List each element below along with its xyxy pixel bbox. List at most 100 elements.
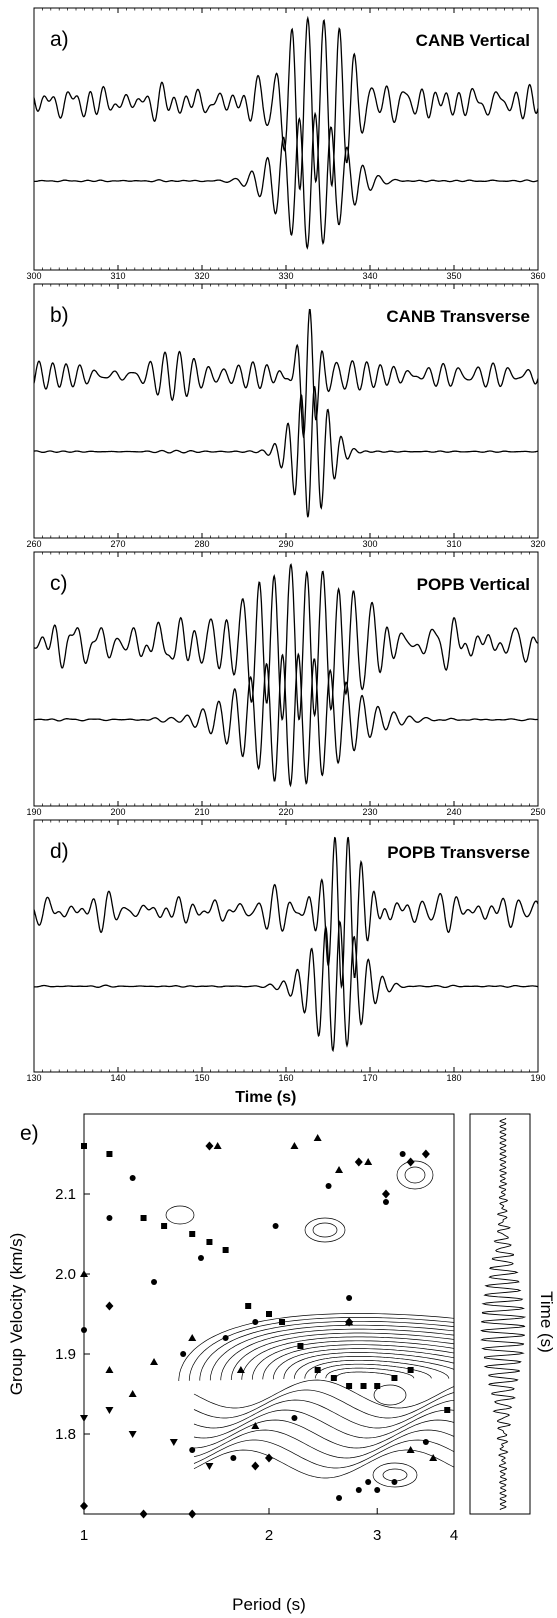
contour [293, 1356, 454, 1379]
contour [165, 1205, 195, 1225]
diamond-marker [251, 1461, 260, 1471]
noisy-trace [33, 15, 539, 191]
contour [335, 1371, 397, 1379]
tick-label: 350 [446, 271, 461, 281]
inverted-triangle-marker [128, 1431, 137, 1438]
tick-label: 320 [530, 539, 545, 549]
square-marker [407, 1367, 414, 1373]
contour [396, 1160, 434, 1190]
diamond-marker [345, 1317, 354, 1327]
tick-label: 190 [26, 807, 41, 817]
diamond-marker [188, 1509, 197, 1519]
contour [193, 1409, 455, 1439]
contour [304, 1359, 450, 1379]
contour [372, 1462, 418, 1488]
circle-marker [422, 1439, 429, 1445]
circle-marker [197, 1255, 204, 1261]
waveform-panel-4: d) POPB Transverse 130 140 150 160 170 180 190 Ti… [26, 819, 546, 1106]
triangle-marker [251, 1422, 260, 1429]
square-marker [360, 1383, 367, 1389]
circle-marker [222, 1335, 229, 1341]
panel-label: a) [50, 28, 69, 51]
contour [209, 1324, 454, 1381]
tick-label: 300 [362, 539, 377, 549]
tick-label: 280 [194, 539, 209, 549]
square-marker [346, 1383, 353, 1389]
y-axis-label: Group Velocity (km/s) [7, 1233, 26, 1396]
square-marker [106, 1151, 113, 1157]
tick-label: 130 [26, 1073, 41, 1083]
circle-marker [336, 1495, 343, 1501]
tick-label: 360 [530, 271, 545, 281]
diamond-marker [421, 1149, 430, 1159]
circle-marker [230, 1455, 237, 1461]
circle-marker [180, 1351, 187, 1357]
panel-label: b) [50, 304, 69, 327]
tick-label: 290 [278, 539, 293, 549]
tick-label: 310 [446, 539, 461, 549]
tick-label: 140 [110, 1073, 125, 1083]
square-marker [279, 1319, 286, 1325]
y-tick-label: 2.0 [55, 1266, 76, 1283]
triangle-marker [105, 1366, 114, 1373]
circle-marker [189, 1447, 196, 1453]
panel-label: d) [50, 840, 69, 863]
contour [193, 1379, 455, 1409]
tick-label: 260 [26, 539, 41, 549]
contour [199, 1320, 454, 1381]
y-tick-label: 1.9 [55, 1346, 76, 1363]
triangle-marker [406, 1446, 415, 1453]
contour [193, 1419, 455, 1449]
circle-marker [291, 1415, 298, 1421]
square-marker [222, 1247, 229, 1253]
triangle-marker [313, 1134, 322, 1141]
x-axis-label: Period (s) [232, 1595, 306, 1614]
contour [230, 1332, 454, 1380]
square-marker [245, 1303, 252, 1309]
diamond-marker [381, 1189, 390, 1199]
triangle-marker [290, 1142, 299, 1149]
square-marker [297, 1343, 304, 1349]
contour [312, 1222, 338, 1238]
panel-title: CANB Vertical [416, 31, 530, 50]
circle-marker [272, 1223, 279, 1229]
panel-title: POPB Transverse [387, 843, 530, 862]
triangle-marker [150, 1358, 159, 1365]
contour [193, 1429, 455, 1459]
circle-marker [391, 1479, 398, 1485]
circle-marker [382, 1199, 389, 1205]
panel-label: e) [20, 1122, 39, 1145]
inverted-triangle-marker [80, 1415, 88, 1422]
waveform-panel-3: c) POPB Vertical 190 200 210 220 230 240 250 [26, 551, 546, 817]
square-marker [374, 1383, 381, 1389]
tick-label: 320 [194, 271, 209, 281]
contour [193, 1399, 455, 1429]
contour [262, 1344, 454, 1380]
tick-label: 300 [26, 271, 41, 281]
tick-label: 330 [278, 271, 293, 281]
diamond-marker [139, 1509, 148, 1519]
triangle-marker [128, 1390, 137, 1397]
circle-marker [399, 1151, 406, 1157]
tick-label: 250 [530, 807, 545, 817]
side-trace-frame [469, 1113, 531, 1515]
circle-marker [106, 1215, 113, 1221]
tick-label: 170 [362, 1073, 377, 1083]
contour-lines [165, 1160, 455, 1488]
diamond-marker [105, 1301, 114, 1311]
circle-marker [374, 1487, 381, 1493]
y-tick-label: 2.1 [55, 1186, 76, 1203]
square-marker [444, 1407, 451, 1413]
tick-label: 180 [446, 1073, 461, 1083]
side-axis-label: Time (s) [537, 1291, 556, 1353]
square-marker [391, 1375, 398, 1381]
contour [193, 1389, 455, 1419]
contour [251, 1340, 454, 1380]
panel-title: POPB Vertical [417, 575, 530, 594]
square-marker [314, 1367, 321, 1373]
square-marker [161, 1223, 168, 1229]
contour [283, 1352, 454, 1379]
tick-label: 270 [110, 539, 125, 549]
inverted-triangle-marker [105, 1407, 114, 1414]
